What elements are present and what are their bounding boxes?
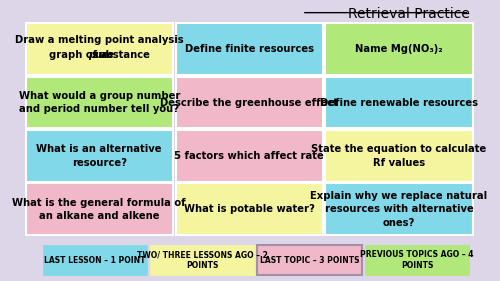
FancyBboxPatch shape (326, 77, 472, 128)
Text: substance: substance (90, 50, 150, 60)
Text: Draw a melting point analysis: Draw a melting point analysis (15, 35, 183, 45)
FancyBboxPatch shape (26, 130, 173, 182)
Text: PREVIOUS TOPICS AGO – 4
POINTS: PREVIOUS TOPICS AGO – 4 POINTS (360, 250, 474, 270)
Text: Retrieval Practice: Retrieval Practice (348, 7, 470, 21)
Text: What is an alternative
resource?: What is an alternative resource? (36, 144, 162, 167)
FancyBboxPatch shape (26, 23, 173, 75)
FancyBboxPatch shape (26, 183, 173, 235)
Text: Explain why we replace natural
resources with alternative
ones?: Explain why we replace natural resources… (310, 191, 488, 228)
Text: graph of a: graph of a (49, 50, 111, 60)
Text: Define renewable resources: Define renewable resources (320, 98, 478, 108)
Text: What is the general formula of
an alkane and alkene: What is the general formula of an alkane… (12, 198, 186, 221)
FancyBboxPatch shape (26, 77, 173, 128)
FancyBboxPatch shape (326, 183, 472, 235)
FancyBboxPatch shape (176, 130, 322, 182)
Text: TWO/ THREE LESSONS AGO – 2
POINTS: TWO/ THREE LESSONS AGO – 2 POINTS (137, 250, 268, 270)
Text: Define finite resources: Define finite resources (184, 44, 314, 54)
FancyBboxPatch shape (176, 77, 322, 128)
FancyBboxPatch shape (326, 130, 472, 182)
Text: 5 factors which affect rate: 5 factors which affect rate (174, 151, 324, 161)
Text: LAST TOPIC – 3 POINTS: LAST TOPIC – 3 POINTS (260, 255, 360, 265)
Text: Name Mg(NO₃)₂: Name Mg(NO₃)₂ (355, 44, 443, 54)
FancyBboxPatch shape (258, 245, 362, 275)
Text: What is potable water?: What is potable water? (184, 204, 314, 214)
FancyBboxPatch shape (176, 23, 322, 75)
Text: What would a group number
and period number tell you?: What would a group number and period num… (18, 91, 180, 114)
FancyBboxPatch shape (150, 245, 254, 275)
Text: Describe the greenhouse effect: Describe the greenhouse effect (160, 98, 338, 108)
FancyBboxPatch shape (176, 183, 322, 235)
FancyBboxPatch shape (365, 245, 470, 275)
Text: pure: pure (88, 50, 114, 60)
FancyBboxPatch shape (326, 23, 472, 75)
Text: LAST LESSON – 1 POINT: LAST LESSON – 1 POINT (44, 255, 146, 265)
Text: State the equation to calculate
Rf values: State the equation to calculate Rf value… (312, 144, 486, 167)
FancyBboxPatch shape (42, 245, 147, 275)
